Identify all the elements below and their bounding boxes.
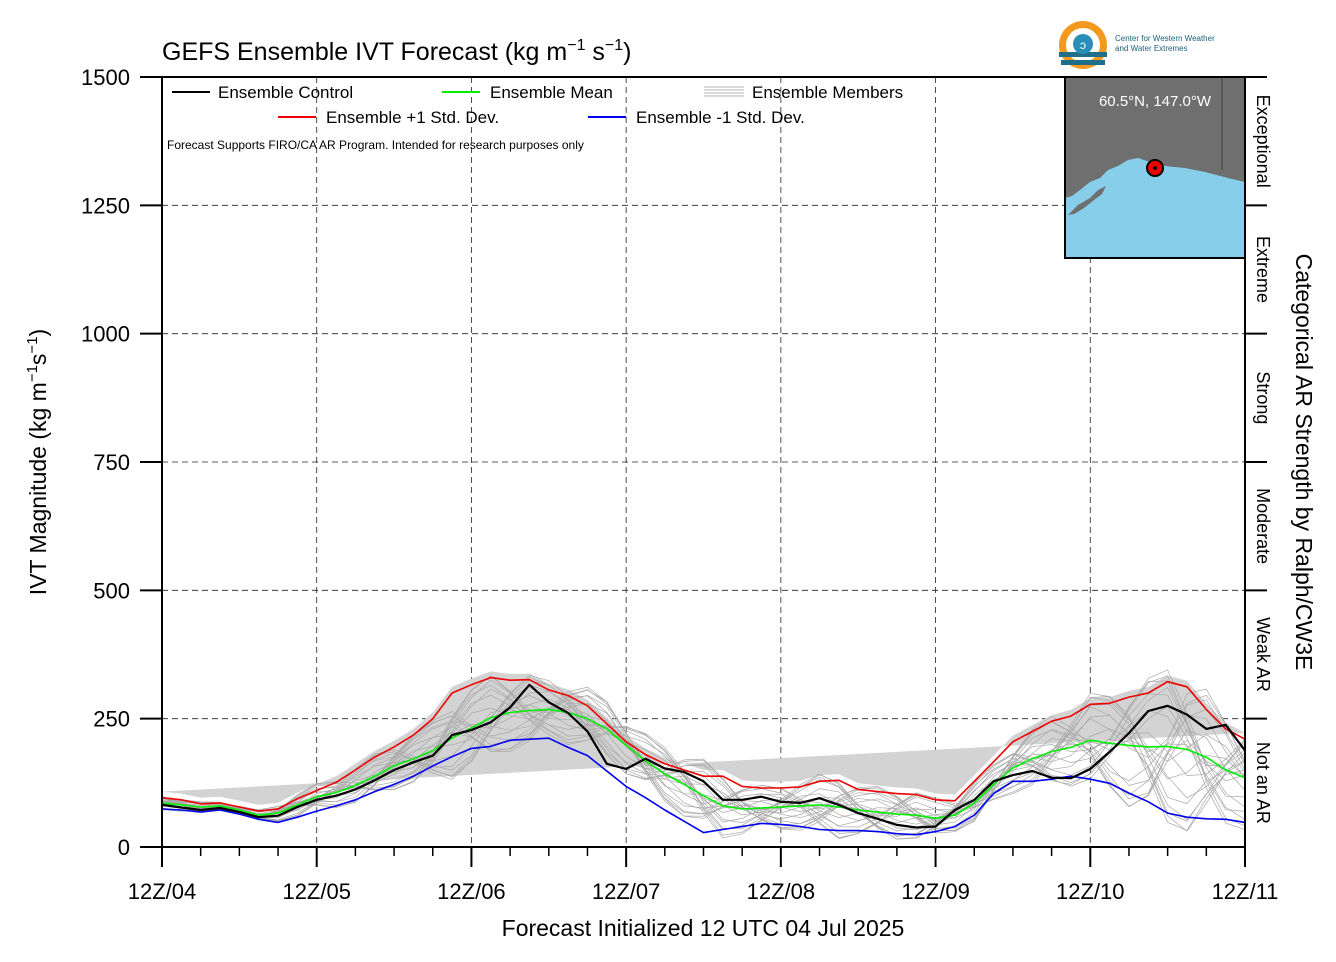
inset-peninsula bbox=[1068, 186, 1106, 215]
legend-label-minus-std: Ensemble -1 Std. Dev. bbox=[636, 108, 805, 127]
x-tick-label: 12Z/09 bbox=[901, 879, 970, 904]
ensemble-spread-band bbox=[162, 671, 1245, 805]
category-label: Extreme bbox=[1253, 236, 1273, 303]
plot-frame bbox=[161, 76, 1246, 848]
y-tick-label: 1500 bbox=[81, 65, 130, 90]
logo-text-line-1: Center for Western Weather bbox=[1115, 34, 1215, 43]
research-note: Forecast Supports FIRO/CA AR Program. In… bbox=[167, 138, 584, 152]
ensemble-member-line bbox=[161, 704, 1246, 834]
legend-label-plus-std: Ensemble +1 Std. Dev. bbox=[326, 108, 499, 127]
category-label: Moderate bbox=[1253, 488, 1273, 564]
x-tick-label: 12Z/06 bbox=[437, 879, 506, 904]
x-tick-label: 12Z/05 bbox=[282, 879, 351, 904]
x-axis-title: Forecast Initialized 12 UTC 04 Jul 2025 bbox=[502, 915, 905, 941]
location-inset-map: 60.5°N, 147.0°W bbox=[1064, 76, 1246, 259]
ensemble-member-line bbox=[161, 675, 1246, 830]
series-line bbox=[161, 708, 1246, 820]
logo-water-band-2 bbox=[1061, 60, 1105, 65]
ensemble-member-line bbox=[161, 695, 1246, 829]
category-label: Strong bbox=[1253, 371, 1273, 424]
logo-drop-glyph: ↄ bbox=[1080, 38, 1086, 52]
series-lines bbox=[161, 676, 1246, 836]
ensemble-member-line bbox=[161, 679, 1246, 832]
right-axis-title: Categorical AR Strength by Ralph/CW3E bbox=[1291, 254, 1317, 671]
x-tick-label: 12Z/07 bbox=[592, 879, 661, 904]
category-label: Weak AR bbox=[1253, 617, 1273, 692]
y-tick-label: 1000 bbox=[81, 322, 130, 347]
axes: 0 250 500 750 1000 1250 1500 12Z/04 12Z/05 12Z/06… bbox=[81, 65, 1278, 904]
cw3e-logo: ↄ Center for Western Weather and Water E… bbox=[1059, 21, 1215, 69]
inset-land bbox=[1065, 77, 1245, 198]
y-tick-label: 750 bbox=[93, 450, 130, 475]
y-tick-label: 1250 bbox=[81, 193, 130, 218]
ensemble-member-line bbox=[161, 706, 1246, 837]
ar-category-labels: Not an AR Weak AR Moderate Strong Extreme Exc… bbox=[1253, 95, 1273, 824]
legend: Ensemble Control Ensemble Mean Ensemble … bbox=[167, 83, 903, 152]
x-tick-label: 12Z/04 bbox=[128, 879, 197, 904]
x-tick-label: 12Z/11 bbox=[1212, 879, 1279, 904]
logo-drop-icon bbox=[1073, 34, 1093, 54]
legend-label-control: Ensemble Control bbox=[218, 83, 353, 102]
series-line bbox=[161, 683, 1246, 829]
series-line bbox=[161, 676, 1246, 812]
logo-water-band-1 bbox=[1059, 52, 1107, 57]
x-tick-label: 12Z/10 bbox=[1056, 879, 1125, 904]
legend-swatch-members bbox=[704, 86, 744, 97]
ensemble-member-line bbox=[161, 702, 1246, 832]
category-label: Exceptional bbox=[1253, 95, 1273, 188]
y-tick-label: 250 bbox=[93, 707, 130, 732]
category-label: Not an AR bbox=[1253, 742, 1273, 824]
ensemble-member-line bbox=[161, 680, 1246, 824]
legend-label-mean: Ensemble Mean bbox=[490, 83, 613, 102]
inset-frame bbox=[1064, 76, 1246, 259]
location-marker-center bbox=[1153, 166, 1157, 170]
y-tick-label: 0 bbox=[118, 835, 130, 860]
x-tick-label: 12Z/08 bbox=[747, 879, 816, 904]
ensemble-member-line bbox=[161, 709, 1246, 839]
y-axis-title: IVT Magnitude (kg m−1s−1) bbox=[24, 329, 51, 595]
inset-coordinates: 60.5°N, 147.0°W bbox=[1099, 93, 1212, 110]
chart-title: GEFS Ensemble IVT Forecast (kg m−1 s−1) bbox=[162, 37, 632, 66]
ensemble-member-line bbox=[161, 696, 1246, 840]
legend-label-members: Ensemble Members bbox=[752, 83, 903, 102]
ensemble-members bbox=[161, 669, 1246, 840]
y-tick-label: 500 bbox=[93, 578, 130, 603]
logo-text-line-2: and Water Extremes bbox=[1115, 44, 1188, 53]
